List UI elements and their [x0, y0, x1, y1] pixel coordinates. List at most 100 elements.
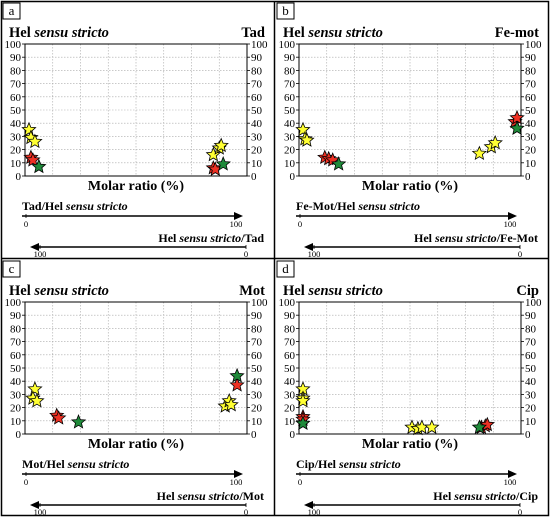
ytick-label-right: 0 — [525, 171, 531, 183]
ytick-label-left: 70 — [10, 337, 22, 349]
axis2-arrowhead — [30, 243, 39, 251]
ytick-label-right: 40 — [251, 376, 263, 388]
ytick-label-left: 60 — [10, 350, 22, 362]
ytick-label-right: 30 — [251, 131, 263, 143]
ytick-label-right: 10 — [525, 416, 537, 428]
right-title: Tad — [241, 25, 265, 41]
ytick-label-left: 10 — [284, 158, 296, 170]
ytick-label-right: 0 — [525, 429, 531, 441]
ytick-label-right: 40 — [525, 376, 537, 388]
ytick-label-left: 40 — [284, 118, 296, 130]
axis2-tick-label: 0 — [518, 249, 522, 259]
ytick-label-right: 50 — [251, 105, 263, 117]
ytick-label-left: 100 — [279, 39, 296, 51]
ytick-label-left: 70 — [284, 337, 296, 349]
ytick-label-left: 20 — [10, 403, 22, 415]
ytick-label-right: 90 — [251, 310, 263, 322]
ytick-label-left: 50 — [10, 105, 22, 117]
ytick-label-left: 30 — [284, 389, 296, 401]
right-title: Fe-mot — [495, 25, 539, 41]
axis2-label: Hel sensu stricto/Tad — [158, 231, 264, 245]
data-point-red — [229, 377, 245, 392]
ytick-label-right: 20 — [251, 145, 263, 157]
ytick-label-left: 90 — [10, 52, 22, 64]
ytick-label-right: 20 — [525, 145, 537, 157]
ytick-label-left: 30 — [10, 131, 22, 143]
panel-label: d — [282, 261, 289, 276]
data-point-yellow — [27, 133, 43, 149]
panel-label-box — [276, 2, 295, 20]
ytick-label-right: 60 — [525, 92, 537, 104]
axis1-tick-label: 100 — [504, 477, 517, 487]
ytick-label-right: 90 — [525, 310, 537, 322]
right-title: Cip — [516, 283, 539, 299]
axis2-arrowhead — [30, 501, 39, 509]
ytick-label-right: 30 — [251, 389, 263, 401]
ytick-label-right: 20 — [251, 403, 263, 415]
axis2-tick-label: 100 — [34, 507, 47, 517]
left-title: Hel sensu stricto — [9, 25, 109, 41]
axis1-label: Tad/Hel sensu stricto — [22, 199, 128, 213]
axis1-tick-label: 100 — [230, 477, 243, 487]
ytick-label-left: 40 — [10, 376, 22, 388]
axis2-tick-label: 0 — [244, 507, 248, 517]
ytick-label-right: 50 — [525, 105, 537, 117]
ytick-label-right: 0 — [251, 171, 257, 183]
ytick-label-left: 0 — [290, 171, 296, 183]
axis1-tick-label: 0 — [298, 219, 302, 229]
ytick-label-right: 80 — [525, 323, 537, 335]
data-point-green — [31, 158, 47, 174]
ytick-label-left: 80 — [284, 323, 296, 335]
right-title: Mot — [239, 283, 265, 299]
data-point-yellow — [487, 134, 503, 150]
axis1-tick-label: 100 — [504, 219, 517, 229]
ytick-label-left: 60 — [10, 92, 22, 104]
axis2-label: Hel sensu stricto/Cip — [433, 489, 538, 503]
ytick-label-left: 30 — [10, 389, 22, 401]
data-point-green — [215, 156, 231, 171]
x-axis-label: Molar ratio (%) — [362, 179, 458, 194]
axis1-tick-label: 0 — [24, 219, 28, 229]
ytick-label-left: 100 — [279, 297, 296, 309]
ytick-label-right: 0 — [251, 429, 257, 441]
ytick-label-right: 100 — [525, 39, 542, 51]
ytick-label-right: 80 — [251, 65, 263, 77]
data-point-red — [50, 410, 67, 425]
data-point-yellow — [213, 137, 229, 153]
ytick-label-left: 10 — [10, 158, 22, 170]
axis1-label: Cip/Hel sensu stricto — [296, 457, 401, 471]
left-title: Hel sensu stricto — [9, 283, 109, 299]
panel-label-box — [2, 2, 21, 20]
ytick-label-left: 40 — [10, 118, 22, 130]
data-point-yellow — [471, 145, 487, 161]
data-point-green — [229, 367, 245, 383]
ytick-label-right: 60 — [525, 350, 537, 362]
ytick-label-left: 50 — [284, 105, 296, 117]
data-point-yellow — [424, 419, 440, 434]
left-title: Hel sensu stricto — [283, 283, 383, 299]
ytick-label-left: 100 — [5, 39, 22, 51]
ytick-label-right: 80 — [525, 65, 537, 77]
ytick-label-right: 70 — [251, 79, 263, 91]
data-point-yellow — [295, 392, 311, 408]
ytick-label-right: 10 — [251, 158, 263, 170]
axis2-tick-label: 100 — [308, 249, 321, 259]
ytick-label-right: 80 — [251, 323, 263, 335]
panel-label: a — [9, 3, 15, 18]
ytick-label-right: 90 — [251, 52, 263, 64]
axis2-tick-label: 0 — [244, 249, 248, 259]
ytick-label-right: 60 — [251, 92, 263, 104]
ytick-label-left: 70 — [284, 79, 296, 91]
axis2-tick-label: 0 — [518, 507, 522, 517]
ytick-label-left: 20 — [10, 145, 22, 157]
axis1-tick-label: 0 — [298, 477, 302, 487]
data-point-green — [471, 419, 487, 434]
axis1-label: Fe-Mot/Hel sensu stricto — [296, 199, 420, 213]
ytick-label-left: 60 — [284, 350, 296, 362]
x-axis-label: Molar ratio (%) — [362, 437, 458, 452]
